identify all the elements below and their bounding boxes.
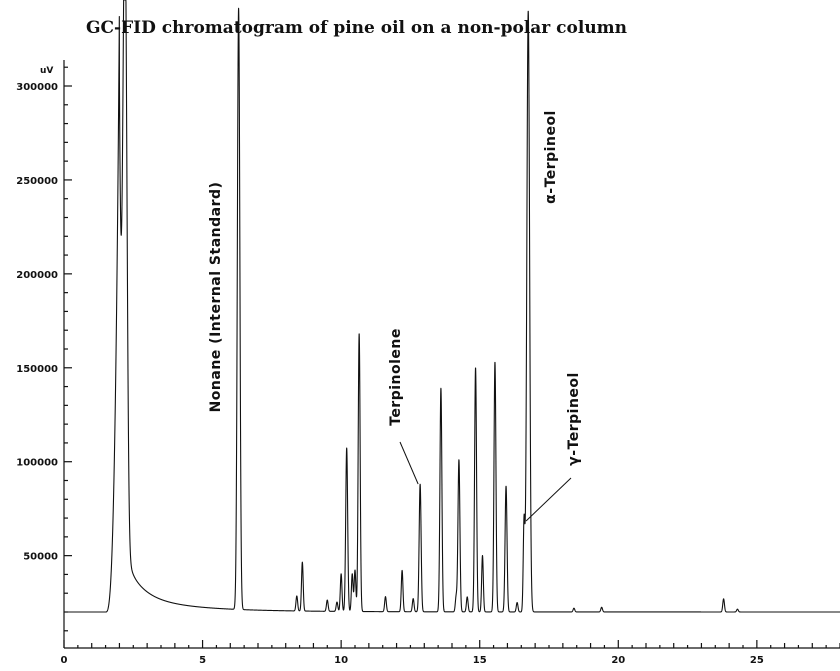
x-tick-label: 5 <box>199 655 206 666</box>
y-axis-unit-label: uV <box>40 66 53 76</box>
chart-title: GC-FID chromatogram of pine oil on a non… <box>86 18 627 38</box>
x-tick-label: 0 <box>61 655 68 666</box>
chromatogram-trace <box>63 0 840 613</box>
x-axis-ticks: 0 5 10 15 20 25 <box>61 640 840 666</box>
annotation-terpinolene-label: Terpinolene <box>388 328 404 426</box>
axes <box>63 60 840 649</box>
terpinolene-leader-line <box>399 441 419 485</box>
x-tick-label: 10 <box>334 655 348 666</box>
annotation-gamma-terpineol-label: γ-Terpineol <box>566 372 582 466</box>
y-tick-label: 300000 <box>16 82 58 93</box>
y-tick-label: 200000 <box>16 270 58 281</box>
y-tick-label: 50000 <box>23 552 58 563</box>
y-tick-label: 100000 <box>16 458 58 469</box>
peak-annotations: Nonane (Internal Standard) Terpinolene α-T… <box>208 110 582 522</box>
x-tick-label: 25 <box>750 655 764 666</box>
gamma-terpineol-leader-line <box>525 477 572 522</box>
y-tick-label: 150000 <box>16 364 58 375</box>
x-tick-label: 20 <box>611 655 625 666</box>
y-axis-ticks: 50000 100000 150000 200000 250000 300000 <box>16 66 72 632</box>
y-tick-label: 250000 <box>16 176 58 187</box>
x-tick-label: 15 <box>473 655 487 666</box>
annotation-alpha-terpineol-label: α-Terpineol <box>543 110 559 204</box>
annotation-nonane-label: Nonane (Internal Standard) <box>208 182 224 413</box>
